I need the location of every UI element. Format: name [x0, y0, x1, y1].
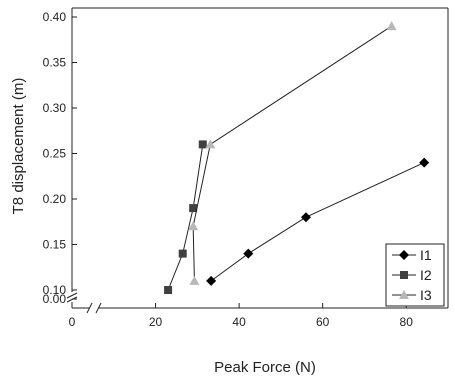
- legend: I1 I2 I3: [385, 243, 445, 307]
- data-point: [164, 286, 173, 294]
- y-tick-label: 0.10: [43, 283, 67, 297]
- y-tick-label: 0.15: [43, 238, 67, 252]
- y-tick-label: 0.25: [43, 147, 67, 161]
- y-tick-label: 0.00: [43, 292, 67, 306]
- x-axis-break-gap: [89, 302, 99, 314]
- series-i3: [188, 21, 397, 285]
- series-line: [167, 144, 204, 291]
- data-point: [189, 204, 198, 213]
- x-axis-break-mark: [95, 302, 102, 314]
- x-axis-break-mark: [86, 302, 93, 314]
- data-point: [243, 248, 254, 259]
- x-tick-label: 20: [149, 315, 163, 329]
- x-tick-label: 80: [400, 315, 414, 329]
- legend-item: I1: [392, 247, 432, 263]
- x-axis-title: Peak Force (N): [214, 359, 316, 376]
- x-axis-ticks: 0 20 40 60 80: [69, 303, 414, 329]
- legend-marker: [400, 271, 408, 279]
- data-point: [419, 157, 430, 168]
- legend-item: I3: [392, 287, 432, 303]
- legend-label: I1: [420, 247, 432, 263]
- data-point: [206, 275, 217, 286]
- data-point: [205, 139, 216, 149]
- plot-frame: [71, 7, 449, 309]
- axis-breaks: [66, 292, 102, 314]
- x-tick-label: 60: [316, 315, 330, 329]
- legend-marker: [399, 290, 409, 299]
- series-line: [210, 162, 425, 282]
- y-tick-label: 0.30: [43, 101, 67, 115]
- series-line: [192, 25, 392, 281]
- data-point: [198, 140, 207, 149]
- y-tick-label: 0.20: [43, 192, 67, 206]
- legend-label: I2: [420, 267, 432, 283]
- legend-label: I3: [420, 287, 432, 303]
- series-layer: [164, 21, 430, 294]
- y-axis-ticks: 0.000.10 0.15 0.20 0.25 0.30 0.35 0.40: [43, 10, 77, 306]
- data-point: [300, 212, 311, 223]
- y-tick-label: 0.35: [43, 56, 67, 70]
- y-axis-break-gap: [66, 292, 78, 302]
- series-i2: [164, 140, 207, 294]
- legend-item: I2: [392, 267, 432, 283]
- data-point: [188, 221, 199, 231]
- series-i1: [206, 157, 430, 286]
- y-axis-title: T8 displacement (m): [10, 78, 27, 215]
- data-point: [178, 249, 187, 258]
- y-axis-break-mark: [66, 292, 78, 299]
- legend-marker: [399, 250, 409, 260]
- x-tick-label: 0: [69, 315, 76, 329]
- data-point: [189, 275, 200, 285]
- data-point: [386, 21, 397, 31]
- x-tick-label: 40: [232, 315, 246, 329]
- y-tick-label: 0.40: [43, 10, 67, 24]
